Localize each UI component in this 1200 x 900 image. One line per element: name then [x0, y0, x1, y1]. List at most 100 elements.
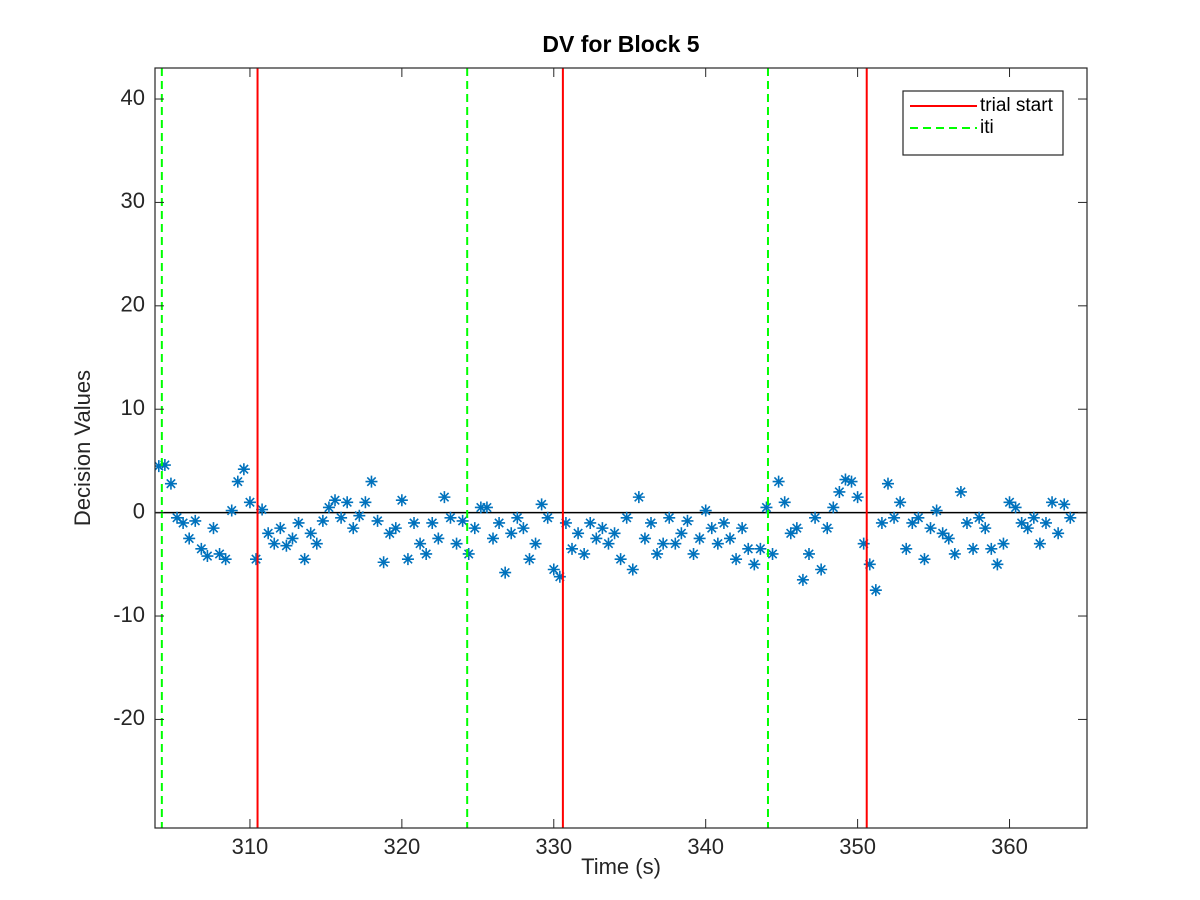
data-point: [365, 475, 378, 488]
data-point: [359, 496, 372, 509]
data-point: [535, 498, 548, 511]
data-point: [784, 527, 797, 540]
data-point: [298, 553, 311, 566]
data-point: [274, 522, 287, 535]
data-point: [158, 459, 171, 472]
data-point: [553, 570, 566, 583]
data-point: [821, 522, 834, 535]
y-tick-label: 0: [133, 498, 145, 523]
data-point: [687, 547, 700, 560]
data-point: [547, 563, 560, 576]
data-point: [742, 542, 755, 555]
data-point: [456, 514, 469, 527]
data-point: [796, 573, 809, 586]
data-point: [487, 532, 500, 545]
legend-box: [902, 90, 1064, 156]
data-point: [371, 514, 384, 527]
plot-layer: [155, 68, 1087, 828]
x-tick-label: 330: [535, 834, 572, 859]
data-point: [967, 542, 980, 555]
data-point: [1058, 498, 1071, 511]
data-point: [675, 527, 688, 540]
data-point: [383, 527, 396, 540]
data-point: [730, 553, 743, 566]
data-point: [347, 522, 360, 535]
data-point: [505, 527, 518, 540]
data-point: [778, 496, 791, 509]
data-point: [997, 537, 1010, 550]
data-point: [341, 496, 354, 509]
data-point: [754, 542, 767, 555]
data-point: [414, 537, 427, 550]
data-point: [335, 511, 348, 524]
y-tick-label: 10: [121, 395, 145, 420]
data-point: [1046, 496, 1059, 509]
data-point: [1003, 496, 1016, 509]
data-point: [827, 501, 840, 514]
data-point: [657, 537, 670, 550]
data-point: [638, 532, 651, 545]
data-point: [432, 532, 445, 545]
data-point: [195, 542, 208, 555]
data-point: [711, 537, 724, 550]
data-point: [243, 496, 256, 509]
data-point: [912, 511, 925, 524]
data-point: [705, 522, 718, 535]
data-point: [930, 504, 943, 517]
data-point: [857, 537, 870, 550]
data-point: [316, 514, 329, 527]
data-point: [395, 494, 408, 507]
y-tick-label: 40: [121, 85, 145, 110]
data-point: [663, 511, 676, 524]
data-point: [183, 532, 196, 545]
data-point: [1033, 537, 1046, 550]
data-point: [517, 522, 530, 535]
data-point: [480, 501, 493, 514]
data-point: [262, 527, 275, 540]
data-point: [207, 522, 220, 535]
data-point: [979, 522, 992, 535]
legend-label: iti: [980, 117, 994, 138]
data-point: [438, 491, 451, 504]
y-tick-label: -10: [113, 602, 145, 627]
data-point: [578, 547, 591, 560]
data-point: [1052, 527, 1065, 540]
data-point: [760, 501, 773, 514]
data-point: [851, 491, 864, 504]
data-point: [991, 558, 1004, 571]
x-tick-label: 310: [232, 834, 269, 859]
data-point: [681, 514, 694, 527]
data-point: [164, 477, 177, 490]
y-tick-label: 30: [121, 188, 145, 213]
data-point: [474, 501, 487, 514]
data-point: [875, 516, 888, 529]
data-point: [815, 563, 828, 576]
data-point: [942, 532, 955, 545]
data-point: [231, 475, 244, 488]
data-point: [924, 522, 937, 535]
data-point: [408, 516, 421, 529]
data-point: [900, 542, 913, 555]
data-point: [809, 511, 822, 524]
data-point: [155, 460, 165, 473]
data-point: [1064, 511, 1077, 524]
data-point: [620, 511, 633, 524]
data-point: [426, 516, 439, 529]
data-point: [468, 522, 481, 535]
data-point: [171, 511, 184, 524]
y-tick-label: -20: [113, 705, 145, 730]
data-point: [699, 504, 712, 517]
data-point: [213, 547, 226, 560]
data-point: [280, 539, 293, 552]
data-point: [894, 496, 907, 509]
data-point: [863, 558, 876, 571]
data-point: [286, 532, 299, 545]
data-point: [736, 522, 749, 535]
data-point: [444, 511, 457, 524]
data-point: [602, 537, 615, 550]
data-point: [614, 553, 627, 566]
data-point: [219, 553, 232, 566]
data-point: [960, 516, 973, 529]
data-point: [985, 542, 998, 555]
x-tick-label: 320: [384, 834, 421, 859]
